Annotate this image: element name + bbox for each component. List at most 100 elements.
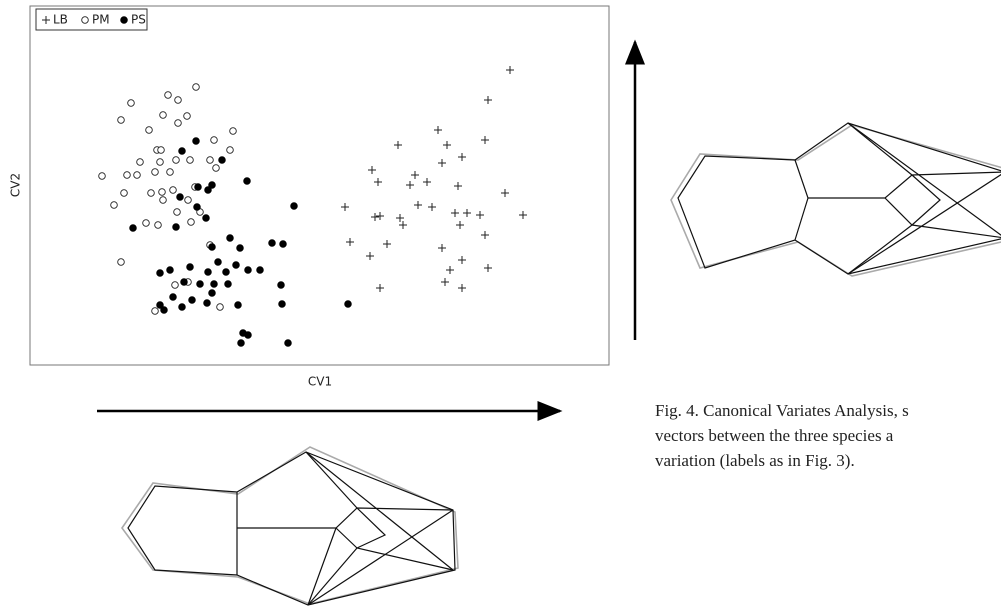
point: [243, 177, 251, 185]
point: [164, 91, 172, 99]
point: [194, 183, 202, 191]
point: [98, 172, 106, 180]
point: [434, 126, 442, 134]
point: [344, 300, 352, 308]
point: [454, 182, 462, 190]
point: [441, 278, 449, 286]
point: [151, 307, 159, 315]
point: [481, 231, 489, 239]
point: [236, 244, 244, 252]
point: [383, 240, 391, 248]
point: [172, 223, 180, 231]
point: [278, 300, 286, 308]
point: [147, 189, 155, 197]
x-axis-label: CV1: [308, 375, 332, 389]
point: [145, 126, 153, 134]
point: [206, 156, 214, 164]
point: [237, 339, 245, 347]
point: [129, 224, 137, 232]
point: [172, 156, 180, 164]
point: [376, 284, 384, 292]
point: [446, 266, 454, 274]
point: [127, 99, 135, 107]
point: [366, 252, 374, 260]
point: [222, 268, 230, 276]
point: [368, 166, 376, 174]
legend-label: LB: [53, 13, 68, 27]
point: [156, 269, 164, 277]
point: [341, 203, 349, 211]
point: [203, 299, 211, 307]
point: [443, 141, 451, 149]
point: [110, 201, 118, 209]
point: [279, 240, 287, 248]
point: [117, 116, 125, 124]
point: [187, 218, 195, 226]
point: [506, 66, 514, 74]
point: [178, 303, 186, 311]
point: [458, 153, 466, 161]
point: [186, 156, 194, 164]
point: [481, 136, 489, 144]
point: [210, 136, 218, 144]
point: [174, 119, 182, 127]
point: [423, 178, 431, 186]
point: [456, 221, 464, 229]
point: [166, 266, 174, 274]
point: [411, 171, 419, 179]
point: [212, 164, 220, 172]
point: [166, 168, 174, 176]
point: [229, 127, 237, 135]
point: [399, 221, 407, 229]
point: [234, 301, 242, 309]
point: [204, 268, 212, 276]
legend-label: PS: [131, 13, 146, 27]
point: [346, 238, 354, 246]
point: [159, 111, 167, 119]
point: [186, 263, 194, 271]
point: [376, 212, 384, 220]
point: [120, 189, 128, 197]
point: [173, 208, 181, 216]
point: [290, 202, 298, 210]
point: [188, 296, 196, 304]
point: [156, 301, 164, 309]
point: [157, 146, 165, 154]
point: [136, 158, 144, 166]
point: [268, 239, 276, 247]
point: [184, 196, 192, 204]
legend-symbol: [81, 16, 89, 24]
point: [176, 193, 184, 201]
point: [438, 244, 446, 252]
point: [123, 171, 131, 179]
point: [214, 258, 222, 266]
point: [192, 83, 200, 91]
point: [501, 189, 509, 197]
point: [232, 261, 240, 269]
point: [208, 243, 216, 251]
point: [256, 266, 264, 274]
point: [484, 96, 492, 104]
point: [226, 234, 234, 242]
caption-line: variation (labels as in Fig. 3).: [655, 451, 855, 470]
point: [151, 168, 159, 176]
point: [484, 264, 492, 272]
legend-symbol: [120, 16, 128, 24]
point: [244, 266, 252, 274]
point: [371, 213, 379, 221]
shape-cv1: [121, 446, 459, 606]
point: [277, 281, 285, 289]
point: [154, 221, 162, 229]
point: [196, 280, 204, 288]
point: [406, 181, 414, 189]
point: [224, 280, 232, 288]
caption-line: vectors between the three species a: [655, 426, 894, 445]
point: [204, 186, 212, 194]
point: [169, 293, 177, 301]
caption-line: Fig. 4. Canonical Variates Analysis, s: [655, 401, 909, 420]
point: [193, 203, 201, 211]
point: [208, 181, 216, 189]
plot-frame: [29, 5, 610, 366]
point: [476, 211, 484, 219]
point: [438, 159, 446, 167]
